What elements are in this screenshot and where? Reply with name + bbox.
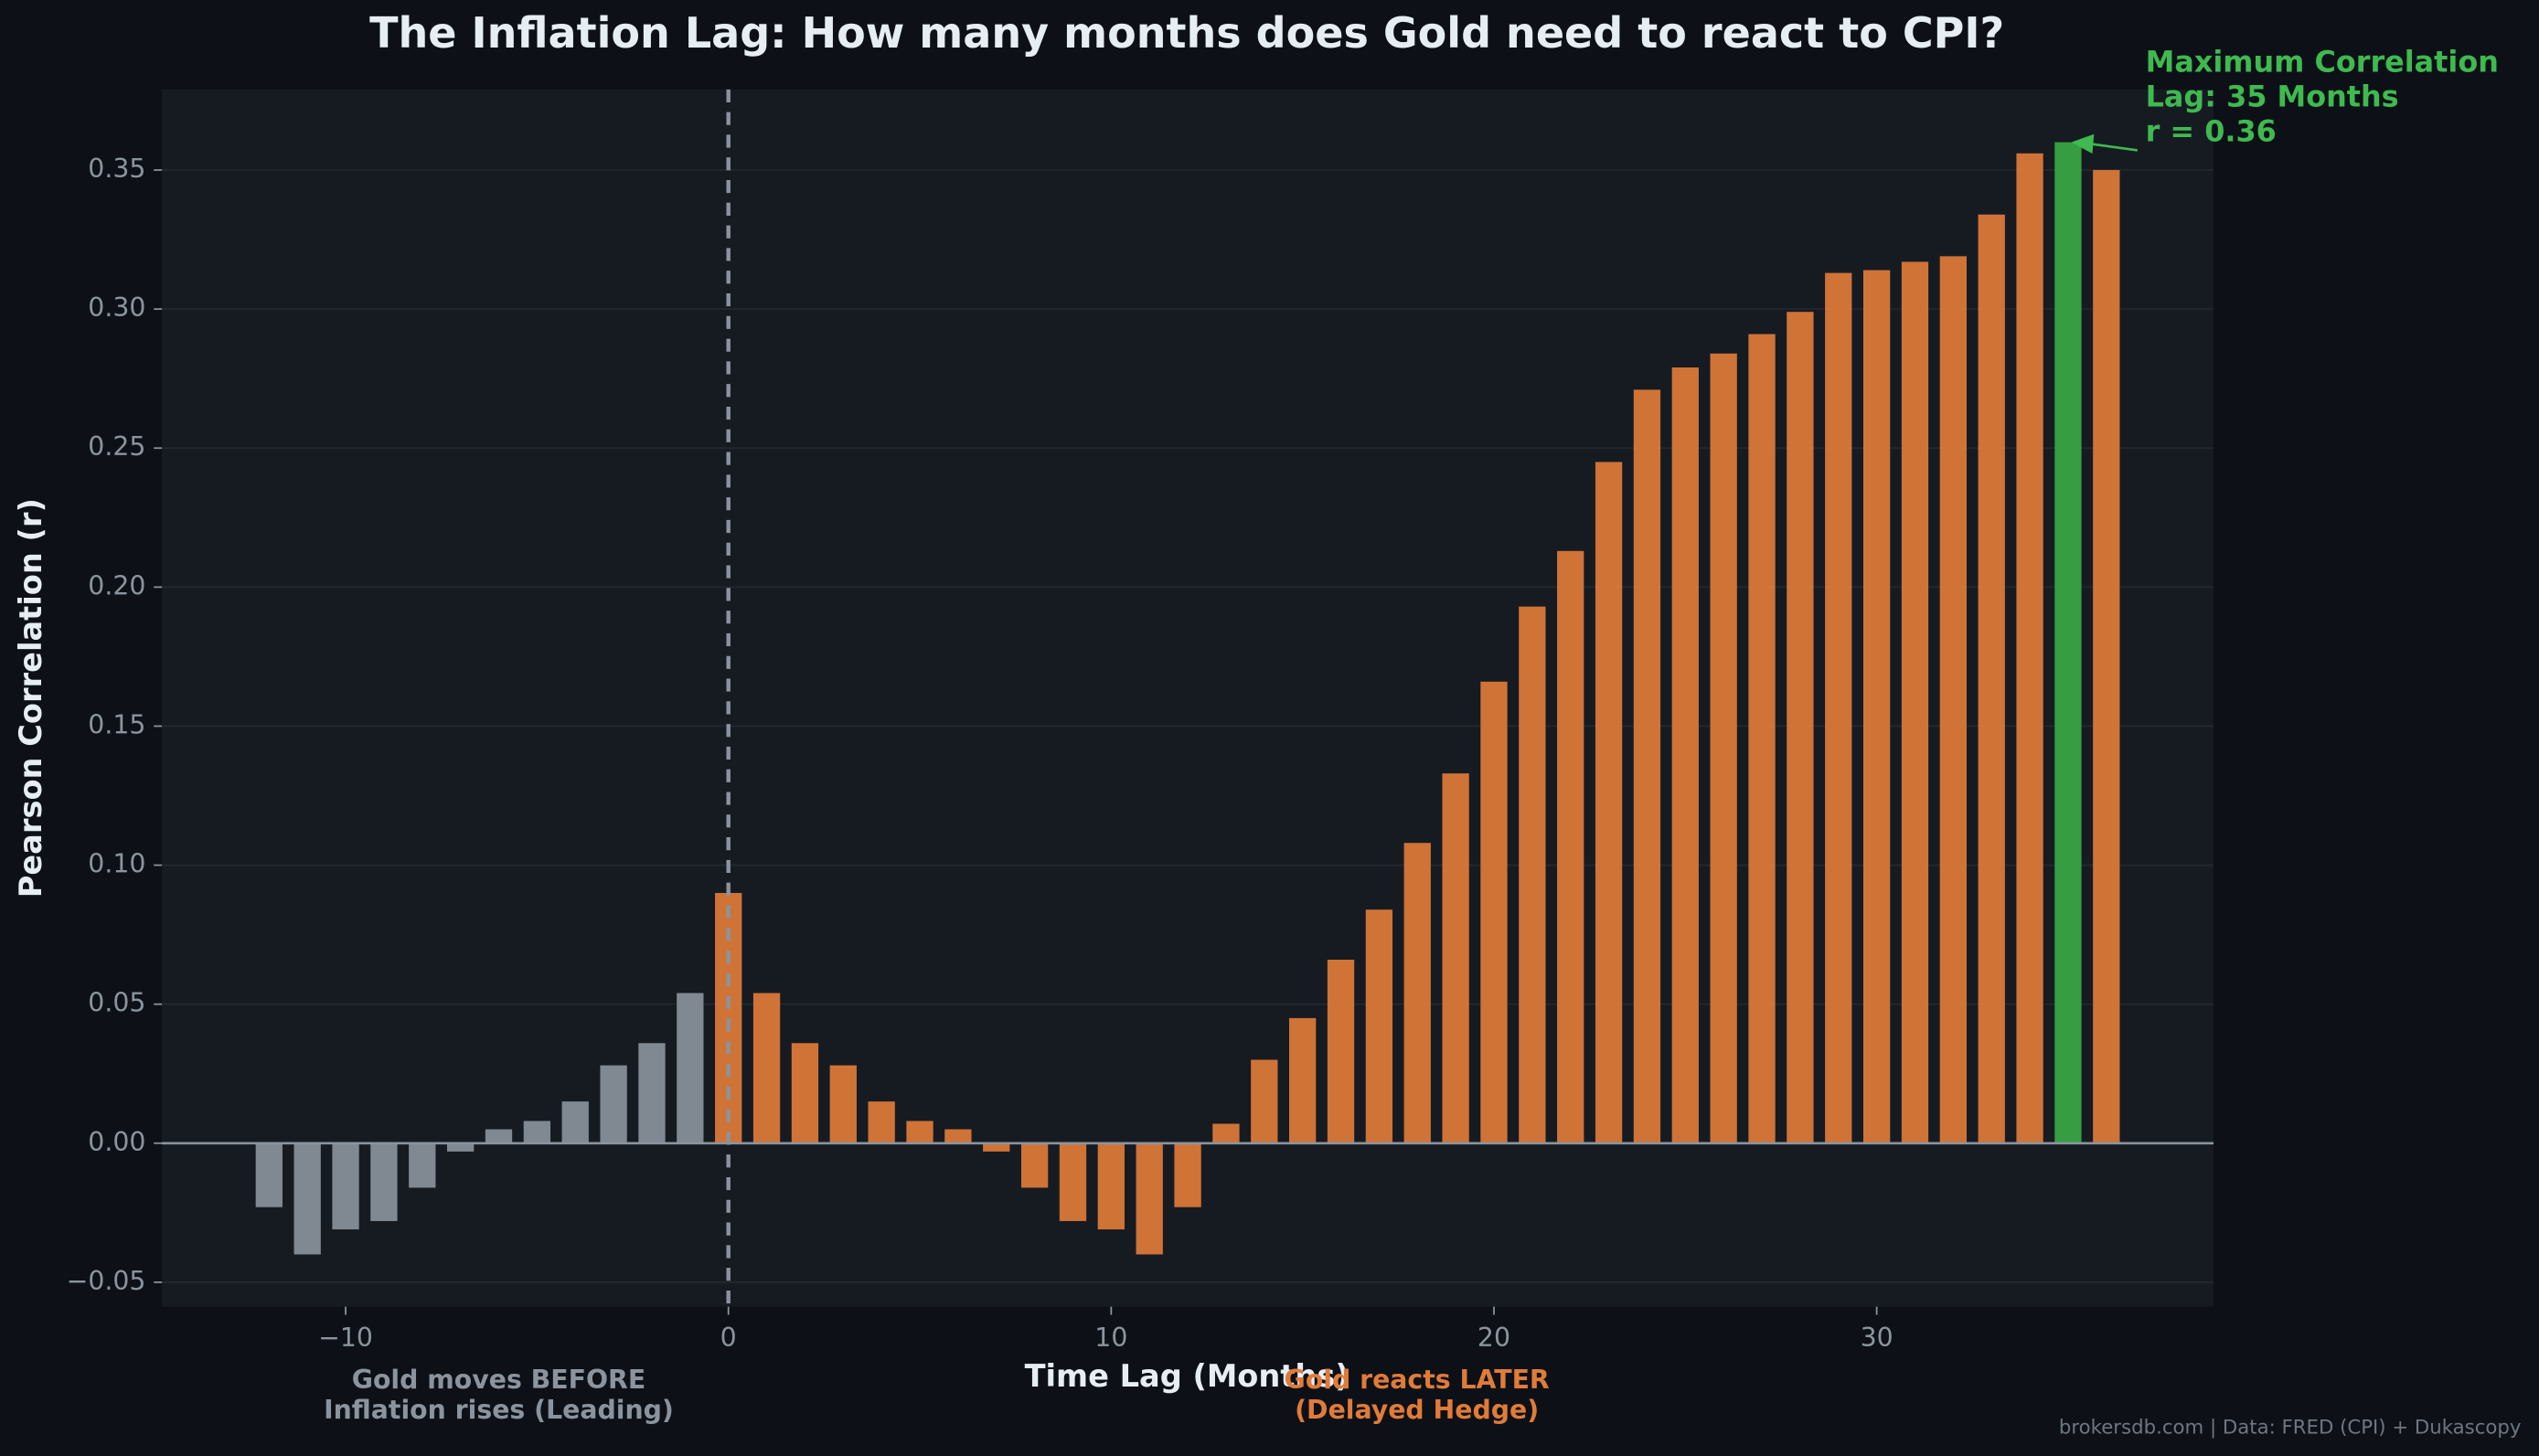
chart-title: The Inflation Lag: How many months does … xyxy=(369,8,2004,58)
bar xyxy=(1595,462,1623,1143)
bar xyxy=(868,1101,895,1143)
bar xyxy=(1710,353,1737,1143)
bar xyxy=(2016,153,2043,1143)
x-tick-label: 20 xyxy=(1478,1323,1510,1353)
y-tick-label: 0.35 xyxy=(88,154,145,184)
y-tick-label: −0.05 xyxy=(67,1266,146,1296)
bar xyxy=(1480,681,1508,1143)
source-note: brokersdb.com | Data: FRED (CPI) + Dukas… xyxy=(2059,1416,2522,1439)
y-tick-label: 0.20 xyxy=(88,570,145,600)
bar xyxy=(485,1129,513,1143)
annotation-text: Lag: 35 Months xyxy=(2146,80,2399,114)
region-note: Gold reacts LATER xyxy=(1285,1365,1550,1395)
bar xyxy=(1901,261,1929,1143)
bar xyxy=(561,1101,589,1143)
bar xyxy=(1136,1142,1163,1255)
bar xyxy=(829,1065,857,1143)
bar xyxy=(332,1142,359,1230)
bar xyxy=(255,1142,283,1207)
bar xyxy=(1519,606,1546,1143)
x-tick-label: 30 xyxy=(1861,1323,1894,1353)
annotation-text: r = 0.36 xyxy=(2146,114,2277,149)
bar xyxy=(1633,389,1661,1143)
bar xyxy=(1174,1142,1201,1207)
bar xyxy=(1557,550,1584,1143)
y-tick-label: 0.05 xyxy=(88,988,145,1018)
bar xyxy=(1097,1142,1125,1230)
bar xyxy=(409,1142,436,1188)
y-tick-label: 0.10 xyxy=(88,849,145,879)
bar xyxy=(1748,334,1776,1143)
bar xyxy=(293,1142,321,1255)
bar xyxy=(446,1142,475,1152)
bar xyxy=(370,1142,398,1221)
bar xyxy=(906,1121,933,1143)
y-tick-label: 0.15 xyxy=(88,709,145,739)
x-tick-label: −10 xyxy=(318,1323,373,1353)
bar xyxy=(1365,909,1393,1143)
x-tick-label: 0 xyxy=(720,1323,737,1353)
x-tick-label: 10 xyxy=(1094,1323,1127,1353)
bar xyxy=(600,1065,627,1143)
bar xyxy=(1671,367,1699,1143)
bar xyxy=(1978,214,2005,1143)
bar xyxy=(1289,1017,1317,1143)
bar xyxy=(1212,1123,1240,1143)
region-note: Inflation rises (Leading) xyxy=(324,1395,674,1425)
annotation-text: Maximum Correlation xyxy=(2146,44,2499,79)
annotation-arrow xyxy=(2090,143,2138,152)
bar xyxy=(1059,1142,1087,1221)
bar xyxy=(1862,270,1891,1143)
bar xyxy=(1787,312,1814,1143)
bar xyxy=(1327,959,1355,1143)
bar xyxy=(523,1121,551,1143)
bar xyxy=(677,993,704,1143)
x-axis-label: Time Lag (Months) xyxy=(1025,1358,1350,1394)
region-note: Gold moves BEFORE xyxy=(352,1365,646,1395)
bar xyxy=(983,1142,1010,1152)
bar xyxy=(1403,843,1431,1143)
y-axis-label: Pearson Correlation (r) xyxy=(13,498,48,898)
annotation-arrowhead xyxy=(2071,133,2095,154)
y-tick-label: 0.30 xyxy=(88,292,145,323)
bar xyxy=(1251,1059,1278,1143)
bar xyxy=(1020,1142,1049,1188)
y-tick-label: 0.25 xyxy=(88,431,145,462)
bar xyxy=(1442,773,1469,1143)
bar xyxy=(791,1043,819,1143)
region-note: (Delayed Hedge) xyxy=(1295,1395,1539,1425)
bar xyxy=(2093,170,2120,1143)
bar xyxy=(638,1043,666,1143)
bar xyxy=(1939,256,1967,1143)
bar xyxy=(752,993,781,1143)
bar xyxy=(944,1129,972,1143)
y-tick-label: 0.00 xyxy=(88,1127,145,1157)
bar xyxy=(2054,142,2082,1143)
bar xyxy=(1825,272,1852,1143)
